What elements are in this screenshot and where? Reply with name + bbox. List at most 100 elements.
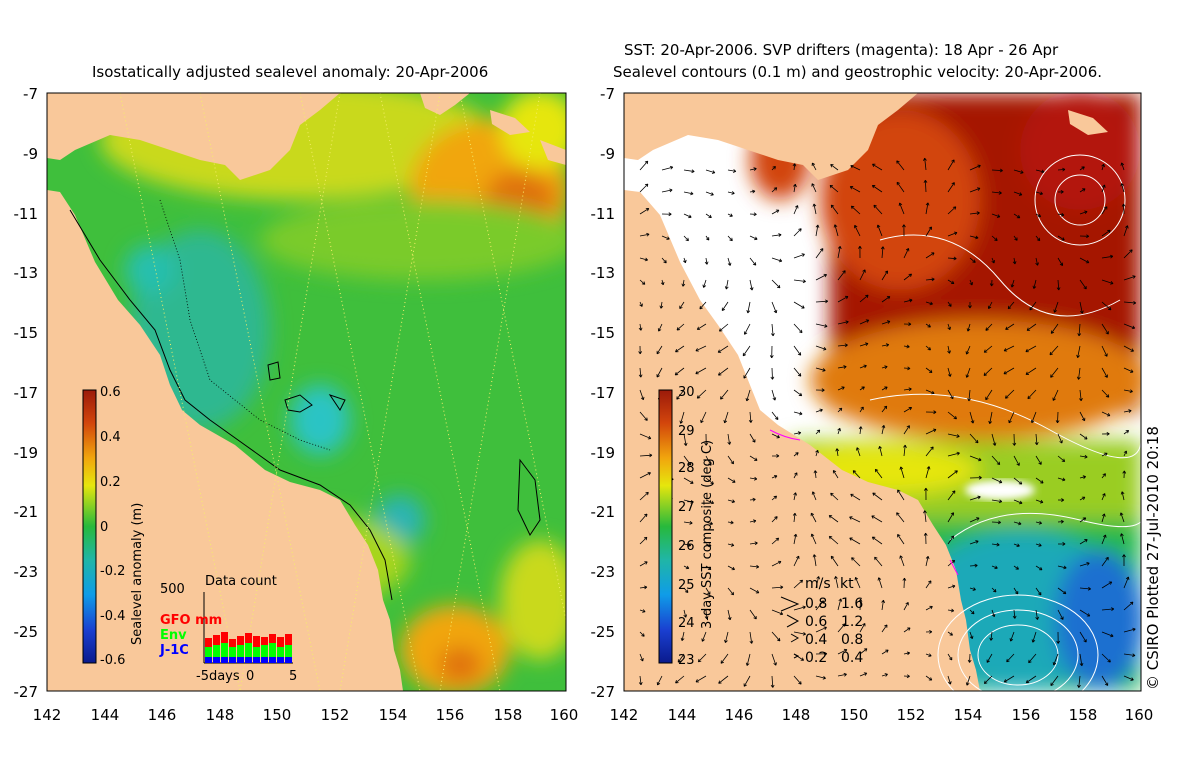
velocity-arrow <box>1055 411 1060 424</box>
velocity-arrow <box>1012 433 1017 446</box>
velocity-arrow <box>675 345 685 353</box>
data-count-bar <box>237 657 244 663</box>
velocity-arrow <box>811 162 817 171</box>
velocity-arrow <box>704 609 709 620</box>
velocity-arrow <box>1101 367 1108 378</box>
velocity-arrow <box>925 345 931 351</box>
velocity-arrow <box>1101 389 1110 398</box>
data-count-legend-j1c: J-1C <box>159 643 189 658</box>
velocity-arrow <box>1123 576 1130 589</box>
velocity-arrow <box>923 510 927 523</box>
velocity-arrow <box>1101 254 1114 259</box>
velocity-arrow <box>969 495 981 501</box>
velocity-arrow <box>727 433 732 445</box>
velocity-arrow <box>749 257 757 266</box>
velocity-arrow <box>683 587 689 594</box>
left-y-tick: -7 <box>23 85 38 103</box>
data-count-bar <box>253 647 260 657</box>
velocity-arrow <box>704 257 709 265</box>
velocity-arrow <box>859 319 870 325</box>
velocity-arrow <box>749 455 758 461</box>
velocity-arrow <box>1079 411 1086 422</box>
velocity-arrow <box>811 491 817 501</box>
right-map-title-line2: Sealevel contours (0.1 m) and geostrophi… <box>613 63 1103 81</box>
velocity-arrow <box>985 323 993 331</box>
velocity-arrow <box>661 235 670 240</box>
velocity-arrow <box>1101 513 1106 523</box>
velocity-arrow <box>947 411 957 420</box>
data-count-inset: 500 Data count GFO mm Env J-1C -5days 0 … <box>159 574 297 684</box>
velocity-arrow <box>771 233 782 237</box>
velocity-arrow <box>1052 653 1059 666</box>
velocity-arrow <box>903 674 910 679</box>
data-count-bar <box>277 647 284 657</box>
velocity-arrow <box>925 277 935 282</box>
left-x-tick: 158 <box>494 706 523 724</box>
data-count-bar <box>269 657 276 663</box>
velocity-arrow <box>1028 653 1037 664</box>
velocity-arrow <box>850 493 861 501</box>
velocity-arrow <box>683 455 692 466</box>
velocity-arrow <box>947 231 958 237</box>
velocity-arrow <box>749 235 758 241</box>
data-count-legend-env: Env <box>160 628 187 643</box>
velocity-arrow <box>676 389 685 400</box>
velocity-arrow <box>1005 389 1015 399</box>
velocity-arrow <box>849 516 861 523</box>
right-x-tick: 152 <box>897 706 926 724</box>
arrow-glyph-icon <box>793 653 800 659</box>
velocity-arrow <box>727 213 733 217</box>
velocity-arrow <box>966 323 971 332</box>
velocity-arrow <box>925 605 933 611</box>
sst-colorbar-tick: 25 <box>678 578 695 593</box>
velocity-arrow <box>1010 279 1015 288</box>
velocity-arrow <box>1057 190 1064 194</box>
data-count-bar <box>213 657 220 663</box>
velocity-arrow <box>983 675 993 684</box>
velocity-arrow <box>638 345 643 355</box>
left-x-tick: 152 <box>321 706 350 724</box>
velocity-arrow <box>925 446 934 457</box>
data-count-xlabel: 5 <box>289 669 297 684</box>
velocity-arrow <box>815 224 820 237</box>
velocity-arrow <box>1057 433 1063 444</box>
velocity-arrow <box>771 433 780 439</box>
velocity-arrow <box>639 513 648 523</box>
sst-colorbar-tick: 29 <box>678 424 695 439</box>
velocity-arrow <box>705 477 714 485</box>
velocity-arrow <box>749 167 757 171</box>
velocity-arrow <box>639 160 649 171</box>
velocity-arrow <box>872 163 883 171</box>
velocity-arrow <box>991 213 1001 218</box>
velocity-arrow <box>947 256 957 261</box>
velocity-arrow <box>829 184 839 193</box>
velocity-arrow <box>874 556 883 567</box>
velocity-arrow <box>837 648 848 655</box>
arrow-glyph-icon <box>790 633 800 643</box>
velocity-arrow <box>1006 653 1015 663</box>
left-x-tick: 154 <box>379 706 408 724</box>
data-count-bar <box>277 637 284 647</box>
velocity-arrow <box>639 453 653 458</box>
velocity-arrow <box>925 202 930 215</box>
velocity-arrow <box>859 364 867 369</box>
velocity-arrow <box>815 345 827 351</box>
velocity-arrow <box>830 204 839 215</box>
data-count-bar <box>205 657 212 663</box>
velocity-arrow <box>720 653 729 664</box>
velocity-arrow <box>881 320 891 325</box>
velocity-arrow <box>1101 163 1105 171</box>
velocity-arrow <box>815 408 823 413</box>
velocity-arrow <box>1032 279 1037 289</box>
velocity-arrow <box>813 470 818 479</box>
velocity-arrow <box>793 367 802 377</box>
velocity-arrow <box>793 345 802 356</box>
velocity-arrow <box>985 389 993 401</box>
velocity-arrow <box>683 257 687 264</box>
velocity-arrow <box>991 499 1003 504</box>
velocity-arrow <box>859 672 868 677</box>
velocity-arrow <box>837 245 842 259</box>
velocity-arrow <box>815 388 825 393</box>
velocity-arrow <box>1101 675 1109 686</box>
velocity-arrow <box>1057 167 1066 172</box>
